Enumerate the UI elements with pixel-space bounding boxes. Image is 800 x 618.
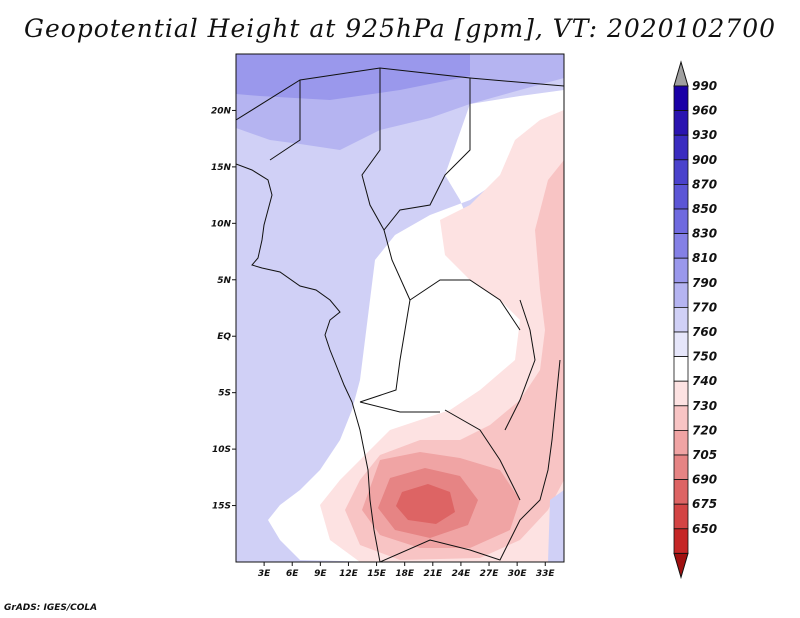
- colorbar-swatch: [673, 503, 689, 530]
- colorbar-swatch: [673, 183, 689, 210]
- lat-tick-label: 15S: [212, 502, 231, 512]
- colorbar-level-label: 650: [692, 522, 717, 536]
- height-field: [236, 54, 564, 562]
- colorbar: 990 960 930 900 870 850 830 810 790 770 760 750 740 7…: [673, 60, 717, 580]
- lon-tick-label: 9E: [314, 569, 327, 579]
- lon-tick-label: 3E: [258, 569, 271, 579]
- lon-tick-label: 24E: [452, 569, 472, 579]
- colorbar-swatch: [673, 356, 689, 382]
- colorbar-swatch: [673, 159, 689, 185]
- lat-tick-label: 10N: [211, 219, 232, 229]
- colorbar-swatch: [673, 110, 689, 136]
- lat-tick-label: 15N: [211, 163, 232, 173]
- colorbar-swatch: [673, 306, 689, 333]
- colorbar-swatch: [673, 233, 689, 259]
- credit-label: GrADS: IGES/COLA: [4, 603, 98, 613]
- colorbar-level-label: 690: [692, 473, 717, 487]
- colorbar-top-arrow: [673, 60, 689, 87]
- colorbar-swatch: [673, 454, 689, 481]
- colorbar-level-label: 960: [692, 104, 717, 118]
- colorbar-level-label: 675: [692, 497, 717, 511]
- lon-tick-label: 18E: [395, 569, 415, 579]
- colorbar-level-label: 705: [692, 448, 717, 462]
- coastlines-borders: [236, 67, 564, 562]
- colorbar-swatch: [673, 528, 689, 554]
- colorbar-bottom-arrow: [673, 552, 689, 580]
- colorbar-level-label: 730: [692, 399, 717, 413]
- colorbar-level-label: 770: [692, 300, 717, 314]
- colorbar-level-label: 740: [692, 374, 717, 388]
- lon-tick-label: 12E: [339, 569, 359, 579]
- colorbar-swatch: [673, 134, 689, 161]
- colorbar-level-label: 760: [692, 325, 717, 339]
- lon-tick-label: 21E: [423, 569, 443, 579]
- lat-tick-label: 5N: [217, 276, 231, 286]
- colorbar-level-label: 900: [692, 153, 717, 167]
- colorbar-level-label: 830: [692, 227, 717, 241]
- colorbar-level-label: 720: [692, 423, 717, 437]
- field-705: [396, 484, 455, 524]
- colorbar-swatch: [673, 429, 689, 456]
- colorbar-level-label: 870: [692, 177, 717, 191]
- lat-tick-label: EQ: [217, 332, 231, 342]
- lat-tick-label: 5S: [218, 389, 231, 399]
- lon-tick-label: 6E: [286, 569, 299, 579]
- lon-tick-label: 15E: [367, 569, 387, 579]
- colorbar-swatch: [673, 479, 689, 505]
- field-770-se: [548, 490, 564, 562]
- lon-tick-label: 27E: [480, 569, 500, 579]
- colorbar-swatch: [673, 405, 689, 431]
- colorbar-level-label: 790: [692, 276, 717, 290]
- longitude-axis: 3E 6E 9E 12E 15E 18E 21E 24E 27E 30E 33E: [258, 562, 556, 579]
- colorbar-swatch: [673, 85, 689, 112]
- colorbar-swatch: [673, 208, 689, 235]
- lon-tick-label: 30E: [508, 569, 528, 579]
- lat-tick-label: 10S: [212, 445, 231, 455]
- colorbar-level-label: 850: [692, 202, 717, 216]
- colorbar-swatch: [673, 331, 689, 358]
- map-frame: [235, 53, 565, 563]
- colorbar-swatch: [673, 257, 689, 284]
- colorbar-level-label: 930: [692, 128, 717, 142]
- colorbar-level-label: 990: [692, 79, 717, 93]
- page-title: Geopotential Height at 925hPa [gpm], VT:…: [23, 14, 777, 43]
- colorbar-swatch: [673, 282, 689, 308]
- field-810-north: [236, 54, 470, 100]
- latitude-axis: 20N 15N 10N 5N EQ 5S 10S 15S: [211, 106, 236, 512]
- colorbar-level-label: 810: [692, 251, 717, 265]
- lat-tick-label: 20N: [211, 106, 232, 116]
- colorbar-swatch: [673, 380, 689, 407]
- lon-tick-label: 33E: [536, 569, 556, 579]
- colorbar-level-label: 750: [692, 350, 717, 364]
